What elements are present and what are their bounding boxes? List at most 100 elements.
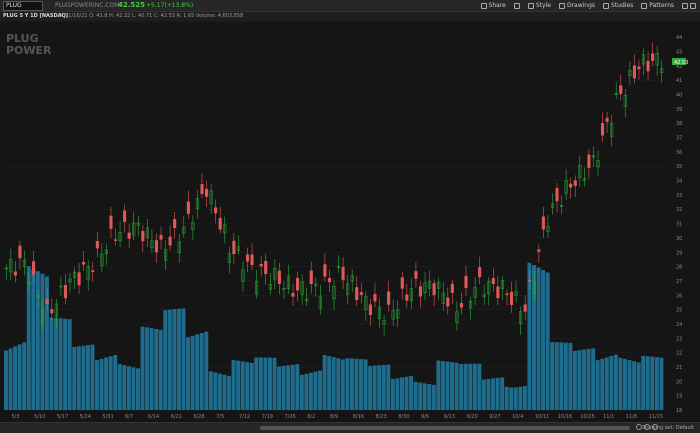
volume-bar [313, 371, 318, 410]
x-tick-label: 10/25 [580, 414, 594, 420]
x-tick-label: 6/28 [193, 414, 204, 420]
volume-bar [600, 358, 605, 410]
patterns-button[interactable]: Patterns [641, 2, 674, 9]
candle-body [300, 281, 304, 295]
volume-bar [272, 357, 277, 410]
volume-bar [368, 365, 373, 410]
studies-button[interactable]: Studies [603, 2, 633, 9]
volume-bar [245, 362, 250, 410]
candle-body [377, 306, 382, 320]
volume-bar [336, 358, 341, 410]
y-tick-label: 27 [676, 279, 682, 285]
gear-icon [513, 2, 520, 9]
candle-body [478, 267, 482, 278]
candle-body [32, 261, 36, 275]
zoom-controls[interactable] [636, 424, 658, 430]
candle-body [27, 282, 31, 285]
volume-bar [636, 362, 641, 410]
candle-body [136, 222, 140, 226]
volume-bar [550, 342, 555, 410]
candle-body [382, 320, 386, 325]
candle-body [141, 231, 145, 242]
chart-canvas[interactable]: PLUG POWER 44 43 42 41 40 39 38 37 36 35 34 33 32 31 3… [0, 22, 700, 422]
candle-body [9, 258, 13, 273]
volume-bar [454, 362, 459, 410]
volume-bar [577, 350, 582, 410]
share-icon [480, 2, 487, 9]
candle-body [450, 283, 454, 293]
candle-body [391, 310, 395, 320]
y-tick-label: 30 [676, 236, 682, 242]
zoom-fit-icon[interactable] [652, 424, 658, 430]
candle-body [632, 65, 636, 79]
x-tick-label: 10/18 [558, 414, 572, 420]
candle-body [245, 254, 250, 262]
drawings-button[interactable]: Drawings [558, 2, 595, 9]
candle-body [637, 66, 641, 70]
volume-bar [395, 378, 400, 410]
volume-bar [31, 268, 36, 410]
candle-body [350, 275, 354, 282]
zoom-out-icon[interactable] [644, 424, 650, 430]
y-tick-label: 24 [676, 322, 682, 328]
candle-body [601, 123, 605, 136]
candle-body [623, 95, 627, 107]
volume-bar [427, 384, 432, 410]
window-buttons[interactable] [682, 2, 696, 9]
zoom-in-icon[interactable] [636, 424, 642, 430]
last-price-tag [672, 58, 686, 65]
volume-bar [113, 354, 118, 410]
candle-body [296, 277, 300, 291]
volume-bar [491, 378, 495, 410]
studies-icon [603, 2, 610, 9]
candle-body [54, 303, 58, 317]
candle-body [195, 198, 199, 209]
volume-bar [527, 262, 532, 410]
volume-bar [149, 328, 154, 410]
volume-bar [63, 318, 68, 410]
volume-bar [372, 365, 377, 410]
volume-bar [131, 367, 136, 410]
volume-bar [327, 356, 332, 410]
style-button[interactable]: Style [527, 2, 551, 9]
x-tick-label: 9/27 [489, 414, 500, 420]
volume-bar [308, 372, 313, 410]
candle-body [660, 68, 664, 73]
y-tick-label: 18 [676, 408, 682, 414]
volume-bar [349, 358, 354, 410]
x-tick-label: 7/12 [239, 414, 250, 420]
x-tick-label: 6/14 [148, 414, 159, 420]
candle-body [482, 294, 486, 298]
volume-bar [22, 342, 27, 410]
volume-bar [277, 366, 282, 410]
volume-bar [554, 342, 559, 410]
volume-bar [117, 364, 122, 410]
candle-body [104, 249, 108, 255]
settings-button[interactable] [513, 2, 520, 9]
volume-bar [108, 356, 113, 410]
volume-bar [623, 358, 627, 410]
y-tick-label: 19 [676, 394, 682, 400]
candle-body [441, 292, 445, 304]
volume-bar [295, 364, 300, 410]
candle-body [113, 239, 118, 241]
volume-bar [176, 308, 181, 410]
x-tick-label: 8/2 [307, 414, 315, 420]
candle-body [473, 287, 477, 298]
time-scrollbar[interactable] [260, 426, 630, 430]
y-tick-label: 37 [676, 136, 682, 142]
symbol-input[interactable]: PLUG [3, 1, 43, 11]
share-button[interactable]: Share [480, 2, 506, 9]
price-chart[interactable]: PLUG POWER 44 43 42 41 40 39 38 37 36 35 34 33 32 31 3… [0, 22, 700, 422]
volume-bar [595, 360, 600, 410]
y-tick-label: 22 [676, 351, 682, 357]
volume-bar [258, 357, 263, 410]
volume-bar [500, 377, 505, 410]
y-tick-label: 23 [676, 336, 682, 342]
candle-body [587, 154, 591, 169]
candle-body [341, 266, 345, 281]
candle-body [232, 240, 236, 255]
volume-bar [208, 371, 213, 410]
x-tick-label: 8/30 [398, 414, 409, 420]
volume-bar [363, 359, 368, 410]
